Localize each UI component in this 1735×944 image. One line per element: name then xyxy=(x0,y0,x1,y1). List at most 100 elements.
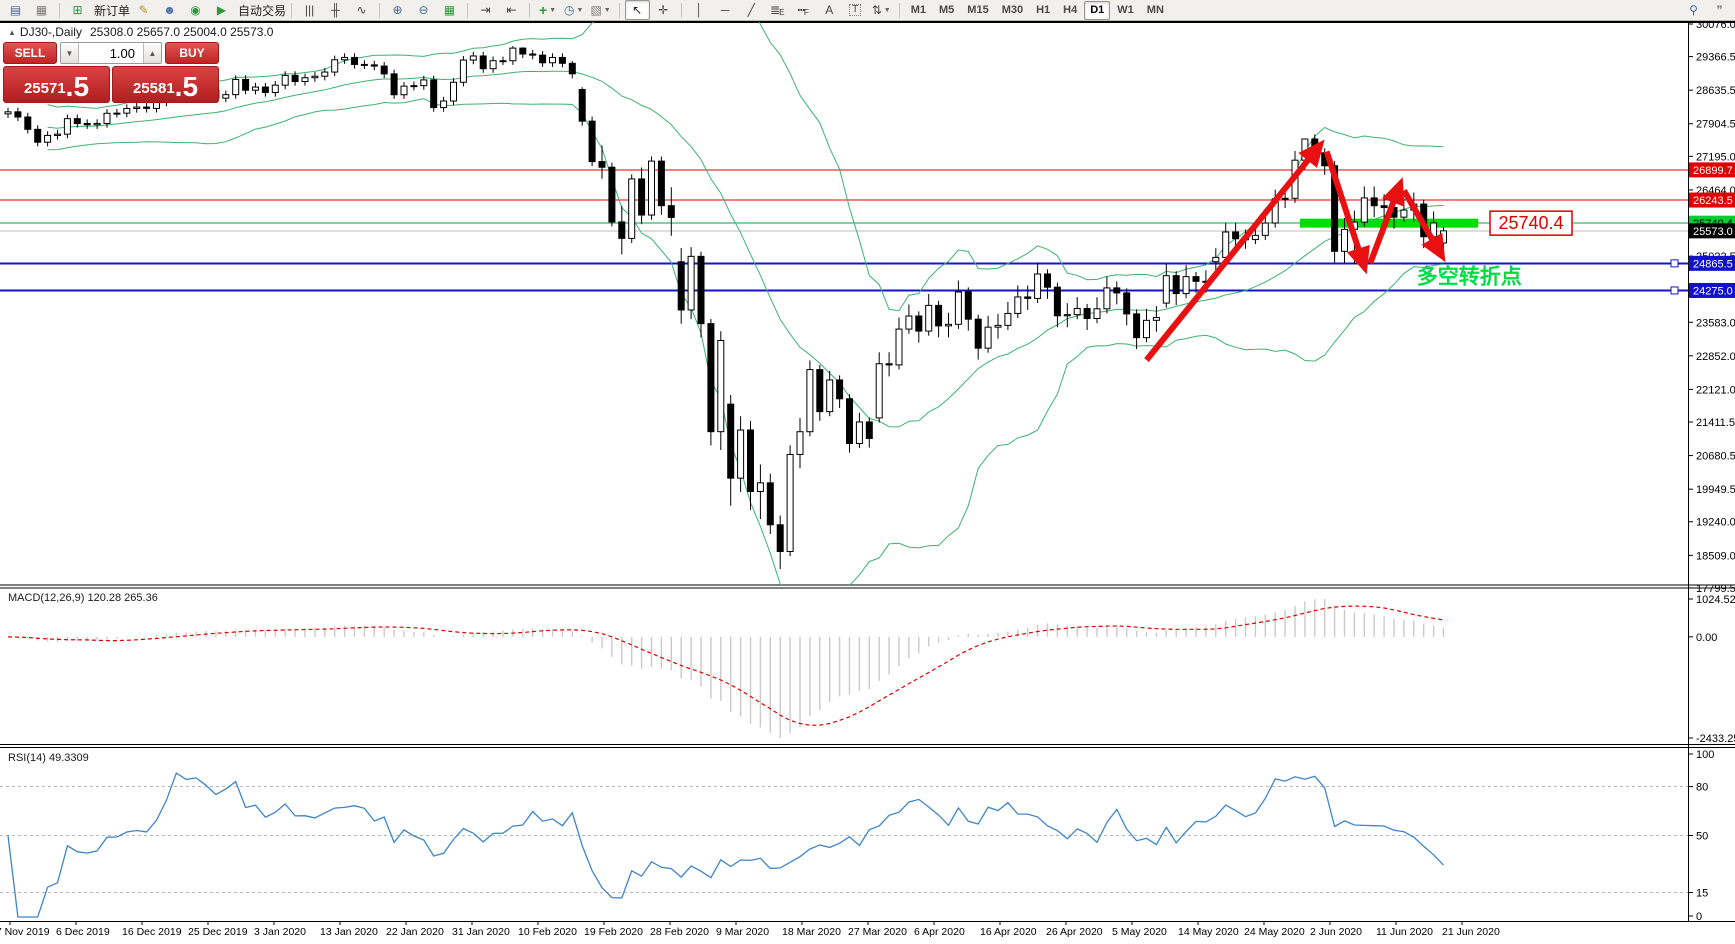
support-zone-band[interactable] xyxy=(1299,218,1479,228)
timeframe-m30-button[interactable]: M30 xyxy=(1001,4,1024,16)
volume-increase-button[interactable]: ▲ xyxy=(143,43,161,63)
sell-button[interactable]: SELL xyxy=(3,42,57,64)
profiles-icon[interactable]: ☻ xyxy=(157,0,182,20)
svg-text:100: 100 xyxy=(1696,749,1714,761)
svg-text:26243.5: 26243.5 xyxy=(1693,195,1733,207)
timeframe-h4-button[interactable]: H4 xyxy=(1063,4,1078,16)
text-icon[interactable]: A xyxy=(817,0,842,20)
data-window-icon: ▦ xyxy=(35,3,48,17)
bollinger-mid-band xyxy=(47,70,1444,428)
svg-text:1024.52: 1024.52 xyxy=(1696,594,1735,606)
market-news-icon[interactable]: ◉ xyxy=(183,0,208,20)
autotrading-icon[interactable]: ▶ xyxy=(209,0,234,20)
svg-text:18509.0: 18509.0 xyxy=(1696,550,1735,562)
zoom-out-icon[interactable]: ⊖ xyxy=(411,0,436,20)
svg-text:80: 80 xyxy=(1696,782,1708,794)
auto-scroll-icon[interactable]: ⇥ xyxy=(473,0,498,20)
price-axis[interactable]: 30076.029366.528635.527904.527195.026464… xyxy=(1688,19,1735,923)
new-order-icon[interactable]: ⊞ xyxy=(65,0,90,20)
chevron-down-icon[interactable]: ▼ xyxy=(549,6,557,14)
search-icon: ⚲ xyxy=(1689,3,1698,17)
market-watch-icon[interactable]: ▤ xyxy=(3,0,28,20)
svg-text:13 Jan 2020: 13 Jan 2020 xyxy=(320,926,378,938)
timeframe-m1-button[interactable]: M1 xyxy=(910,4,927,16)
svg-text:29366.5: 29366.5 xyxy=(1696,52,1735,64)
svg-text:14 May 2020: 14 May 2020 xyxy=(1178,926,1239,938)
sell-price-fraction: .5 xyxy=(65,71,90,103)
buy-price-display[interactable]: 25581.5 xyxy=(112,66,219,103)
vertical-line-icon: │ xyxy=(695,3,703,17)
svg-text:26 Apr 2020: 26 Apr 2020 xyxy=(1046,926,1103,938)
svg-text:15: 15 xyxy=(1696,888,1708,900)
autotrading-label[interactable]: 自动交易 xyxy=(238,3,287,18)
chat-icon: ❞ xyxy=(1716,3,1723,17)
trendline-icon: ╱ xyxy=(747,3,755,17)
chart-shift-icon[interactable]: ⇤ xyxy=(499,0,524,20)
candles-group xyxy=(4,46,1447,569)
chevron-down-icon[interactable]: ▼ xyxy=(883,6,891,14)
new-order-label[interactable]: 新订单 xyxy=(94,3,131,18)
svg-text:27904.5: 27904.5 xyxy=(1696,119,1735,131)
timeframe-h1-button[interactable]: H1 xyxy=(1036,4,1051,16)
turning-point-annotation[interactable]: 多空转折点 xyxy=(1417,264,1522,288)
bar-chart-icon: ||| xyxy=(304,3,315,17)
macd-indicator-label: MACD(12,26,9) 120.28 265.36 xyxy=(8,592,158,604)
arrows-icon[interactable]: ⇅ ▼ xyxy=(869,0,894,20)
styles-icon: ✎ xyxy=(138,3,149,17)
date-axis[interactable]: 27 Nov 2019 6 Dec 2019 16 Dec 2019 25 Dec 2… xyxy=(0,921,1500,939)
chat-icon[interactable]: ❞ xyxy=(1707,0,1732,20)
chevron-down-icon[interactable]: ▼ xyxy=(576,6,584,14)
trendline-icon[interactable]: ╱ xyxy=(739,0,764,20)
timeframe-m5-button[interactable]: M5 xyxy=(939,4,955,16)
volume-stepper: ▼ 1.00 ▲ xyxy=(60,42,162,64)
svg-text:6 Dec 2019: 6 Dec 2019 xyxy=(56,926,110,938)
volume-decrease-button[interactable]: ▼ xyxy=(61,43,79,63)
svg-text:19949.5: 19949.5 xyxy=(1696,484,1735,496)
periods-icon[interactable]: ◷ ▼ xyxy=(561,0,586,20)
chart-ohlc-values: 25308.0 25657.0 25004.0 25573.0 xyxy=(89,25,274,39)
chevron-down-icon[interactable]: ▼ xyxy=(603,6,611,14)
toolbar-separator xyxy=(59,2,60,18)
crosshair-icon[interactable]: ✛ xyxy=(651,0,676,20)
timeframe-mn-button[interactable]: MN xyxy=(1146,4,1164,16)
zoom-in-icon[interactable]: ⊕ xyxy=(385,0,410,20)
svg-text:28 Feb 2020: 28 Feb 2020 xyxy=(650,926,709,938)
toolbar-separator xyxy=(379,2,381,18)
line-chart-icon[interactable]: ∿ xyxy=(349,0,374,20)
search-icon[interactable]: ⚲ xyxy=(1681,0,1706,20)
svg-text:24275.0: 24275.0 xyxy=(1693,285,1733,297)
rsi-pane xyxy=(0,772,1688,918)
data-window-icon[interactable]: ▦ xyxy=(29,0,54,20)
equidistant-channel-icon[interactable]: ≣ E xyxy=(765,0,790,20)
buy-button[interactable]: BUY xyxy=(165,42,219,64)
timeframe-w1-button[interactable]: W1 xyxy=(1117,4,1134,16)
fibonacci-icon[interactable]: ┅ F xyxy=(791,0,816,20)
profiles-icon: ☻ xyxy=(163,3,176,17)
hline-handle[interactable] xyxy=(1670,286,1679,295)
cursor-icon[interactable]: ↖ xyxy=(624,0,650,20)
buy-price-fraction: .5 xyxy=(174,71,199,103)
trend-arrows-annotation[interactable] xyxy=(1144,139,1446,362)
autotrading-icon: ▶ xyxy=(216,3,227,17)
collapse-arrow-icon[interactable]: ▲ xyxy=(8,28,16,37)
timeframe-m15-button[interactable]: M15 xyxy=(967,4,989,16)
volume-input[interactable]: 1.00 xyxy=(109,45,135,61)
svg-text:22 Jan 2020: 22 Jan 2020 xyxy=(386,926,444,938)
periods-icon: ◷ xyxy=(564,3,575,17)
vertical-line-icon[interactable]: │ xyxy=(687,0,712,20)
hline-handle[interactable] xyxy=(1670,259,1679,268)
sell-price-display[interactable]: 25571.5 xyxy=(3,66,110,103)
templates-icon[interactable]: ▧ ▼ xyxy=(587,0,613,20)
text-label-icon[interactable]: T xyxy=(843,0,868,20)
candlestick-chart-icon[interactable]: ╫ xyxy=(323,0,348,20)
horizontal-line-icon[interactable]: ─ xyxy=(713,0,738,20)
bar-chart-icon[interactable]: ||| xyxy=(297,0,322,20)
styles-icon[interactable]: ✎ xyxy=(131,0,156,20)
indicators-icon[interactable]: + ▼ xyxy=(535,0,560,20)
svg-text:9 Mar 2020: 9 Mar 2020 xyxy=(716,926,769,938)
timeframe-d1-button[interactable]: D1 xyxy=(1084,0,1111,20)
tile-windows-icon[interactable]: ▦ xyxy=(437,0,462,20)
auto-scroll-icon: ⇥ xyxy=(480,3,491,17)
price-callout-box[interactable] xyxy=(1489,210,1573,236)
